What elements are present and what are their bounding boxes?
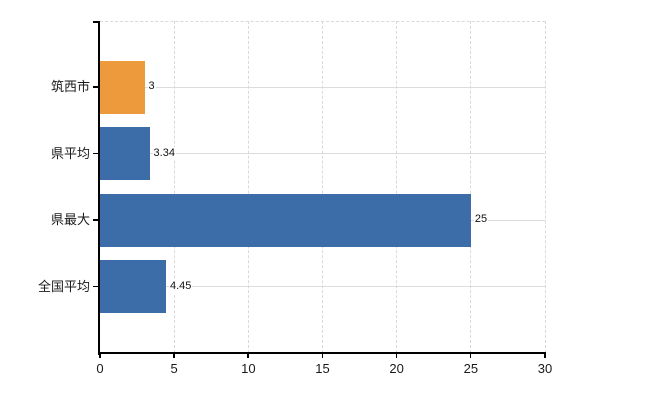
x-gridline xyxy=(396,21,398,353)
category-label-県平均: 県平均 xyxy=(50,145,90,161)
x-tick-label: 25 xyxy=(463,361,479,376)
x-axis-tick xyxy=(395,353,398,358)
y-axis-tick xyxy=(93,219,98,221)
y-axis-tick xyxy=(93,86,98,88)
x-axis-tick xyxy=(321,353,323,358)
x-gridline xyxy=(173,21,175,353)
bar-筑西市 xyxy=(100,60,145,114)
x-axis-tick xyxy=(247,353,249,358)
x-tick-label: 0 xyxy=(96,361,104,376)
x-axis-tick xyxy=(469,353,472,358)
x-axis-tick xyxy=(173,353,175,358)
x-tick-label: 5 xyxy=(170,361,178,376)
plot-border-top xyxy=(100,21,545,22)
y-axis-line xyxy=(98,21,100,355)
bar-県最大 xyxy=(100,193,471,247)
x-tick-label: 20 xyxy=(389,361,404,376)
bar-value-label: 4.45 xyxy=(169,279,193,293)
y-axis-tick xyxy=(93,152,98,155)
y-axis-end-tick xyxy=(93,21,98,23)
y-axis-tick xyxy=(93,285,98,288)
x-gridline xyxy=(247,21,249,353)
category-label-全国平均: 全国平均 xyxy=(37,278,90,294)
x-gridline xyxy=(322,21,323,353)
x-tick-label: 15 xyxy=(315,361,330,376)
x-axis-tick xyxy=(544,353,546,358)
x-tick-label: 10 xyxy=(241,361,256,376)
category-label-筑西市: 筑西市 xyxy=(50,79,90,95)
bar-value-label: 3 xyxy=(147,80,156,94)
bar-全国平均 xyxy=(100,260,166,314)
bar-県平均 xyxy=(100,127,150,181)
bar-value-label: 25 xyxy=(473,213,489,227)
category-label-県最大: 県最大 xyxy=(50,212,90,228)
x-gridline xyxy=(544,21,546,353)
x-gridline xyxy=(470,21,472,353)
x-tick-label: 30 xyxy=(537,361,553,376)
x-axis-tick xyxy=(99,353,101,358)
bar-value-label: 3.34 xyxy=(152,146,176,160)
